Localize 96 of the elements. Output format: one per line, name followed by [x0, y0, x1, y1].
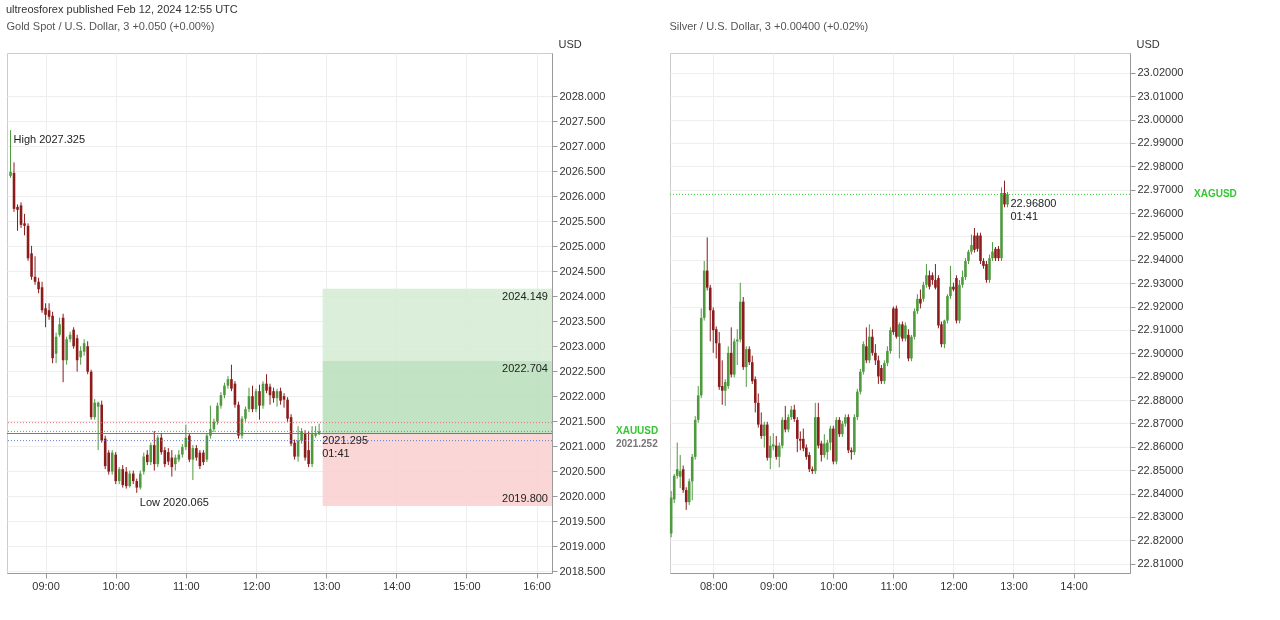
- y-tick-label: 22.81000: [1137, 557, 1184, 570]
- candlestick: [307, 430, 310, 468]
- candlestick: [9, 129, 12, 179]
- x-tick-label: 12:00: [242, 579, 271, 592]
- candlestick: [251, 385, 254, 413]
- annotation: Low 2020.065: [139, 495, 209, 508]
- y-tick-label: 2027.500: [559, 114, 606, 127]
- y-tick-label: 22.88000: [1137, 393, 1184, 406]
- x-tick-label: 12:00: [940, 579, 968, 592]
- chart-title: Gold Spot / U.S. Dollar, 3 +0.050 (+0.00%): [6, 20, 215, 32]
- candlestick: [79, 345, 82, 366]
- y-tick-label: 22.85000: [1137, 463, 1184, 476]
- band-label: 2019.800: [502, 492, 548, 505]
- candlestick: [149, 442, 153, 466]
- y-tick-label: 22.93000: [1137, 276, 1184, 289]
- y-tick-label: 22.87000: [1137, 416, 1184, 429]
- y-tick-label: 2020.000: [559, 489, 606, 502]
- candlestick: [868, 323, 871, 364]
- text: ultreosforex published Feb 12, 2024 12:55 UTC: [5, 2, 239, 17]
- y-tick-label: 2024.000: [559, 289, 606, 302]
- y-tick-label: 2022.500: [559, 364, 606, 377]
- candlestick: [904, 321, 907, 342]
- candlestick: [892, 306, 895, 336]
- y-tick-label: 2025.500: [559, 214, 606, 227]
- band-label: 2024.149: [502, 289, 548, 302]
- y-tick-label: 2024.500: [559, 264, 606, 277]
- y-tick-label: 2023.000: [559, 339, 606, 352]
- y-tick-label: 2020.500: [559, 464, 606, 477]
- y-tick-label: 22.89000: [1137, 370, 1184, 383]
- x-tick-label: 09:00: [760, 579, 788, 592]
- annotation: 22.96800: [1010, 197, 1057, 210]
- candlestick: [188, 432, 191, 463]
- y-tick-label: 23.02000: [1137, 66, 1184, 79]
- y-tick-label: 2019.000: [559, 539, 606, 552]
- y-tick-label: 22.95000: [1137, 229, 1184, 242]
- x-tick-label: 13:00: [1000, 579, 1028, 592]
- y-tick-label: 22.86000: [1137, 440, 1184, 453]
- y-tick-label: 2019.500: [559, 514, 606, 527]
- x-tick-label: 09:00: [32, 579, 60, 592]
- y-tick-label: 2026.500: [559, 164, 606, 177]
- y-tick-label: 2028.000: [559, 89, 606, 102]
- y-tick-label: 2026.000: [559, 189, 606, 202]
- candlestick: [865, 326, 868, 364]
- candlestick: [774, 435, 778, 461]
- candlestick: [985, 260, 988, 284]
- annotation: 01:41: [1010, 210, 1039, 223]
- x-tick-label: 10:00: [102, 579, 130, 592]
- y-tick-label: 22.92000: [1137, 300, 1184, 313]
- y-tick-label: 22.98000: [1137, 159, 1184, 172]
- candlestick: [93, 398, 96, 421]
- y-tick-label: 22.91000: [1137, 323, 1184, 336]
- annotation: 01:41: [322, 447, 350, 460]
- candlestick: [65, 336, 68, 366]
- y-tick-label: 2021.000: [559, 439, 606, 452]
- x-tick-label: 15:00: [453, 579, 481, 592]
- x-tick-label: 16:00: [523, 579, 551, 592]
- y-axis-title: USD: [1136, 37, 1160, 50]
- annotation: High 2027.325: [13, 133, 86, 146]
- x-tick-label: 08:00: [699, 579, 728, 592]
- candlestick: [823, 433, 826, 459]
- candlestick: [153, 430, 156, 472]
- y-tick-label: 2018.500: [559, 564, 606, 577]
- chart-title: Silver / U.S. Dollar, 3 +0.00400 (+0.02%): [669, 20, 869, 32]
- candlestick: [121, 464, 125, 489]
- y-tick-label: 22.99000: [1137, 136, 1184, 149]
- candlestick: [768, 435, 772, 470]
- y-tick-label: 22.82000: [1137, 533, 1184, 546]
- annotation: 2021.295: [322, 434, 369, 447]
- ref-line-label: 2021.252: [616, 438, 659, 450]
- y-tick-label: 2027.000: [559, 139, 606, 152]
- candlestick: [973, 227, 976, 254]
- y-tick-label: 2021.500: [559, 414, 606, 427]
- ref-line-label: XAUUSD: [616, 425, 659, 437]
- x-tick-label: 11:00: [880, 579, 908, 592]
- y-tick-label: 22.94000: [1137, 253, 1184, 266]
- y-tick-label: 22.90000: [1137, 346, 1184, 359]
- y-tick-label: 2022.000: [559, 389, 606, 402]
- y-tick-label: 23.00000: [1137, 113, 1184, 126]
- y-tick-label: 22.97000: [1137, 183, 1184, 196]
- x-tick-label: 14:00: [1060, 579, 1088, 592]
- y-tick-label: 2023.500: [559, 314, 606, 327]
- y-axis-title: USD: [558, 37, 582, 50]
- y-tick-label: 22.96000: [1137, 206, 1184, 219]
- ref-line-label: XAGUSD: [1194, 188, 1237, 200]
- x-tick-label: 13:00: [312, 579, 341, 592]
- candlestick: [919, 289, 922, 309]
- y-tick-label: 22.83000: [1137, 510, 1184, 523]
- candlestick: [124, 466, 128, 490]
- x-tick-label: 10:00: [820, 579, 848, 592]
- y-tick-label: 23.01000: [1137, 89, 1184, 102]
- x-tick-label: 14:00: [383, 579, 411, 592]
- y-tick-label: 22.84000: [1137, 487, 1184, 500]
- band-label: 2022.704: [502, 362, 548, 374]
- y-tick-label: 2025.000: [559, 239, 606, 252]
- x-tick-label: 11:00: [173, 579, 200, 592]
- candlestick: [258, 384, 261, 421]
